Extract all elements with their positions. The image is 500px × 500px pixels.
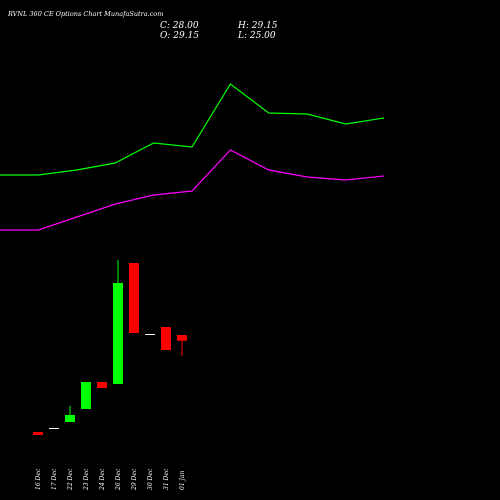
header-close: C: 28.00 [160,21,199,31]
header-open: O: 29.15 [160,31,199,41]
candle-body [145,334,155,335]
x-tick-label: 24 Dec [99,468,106,491]
candle-body [113,283,123,384]
indicator-line [0,83,385,176]
candle-body [161,327,171,350]
x-tick-label: 22 Dec [67,468,74,491]
x-tick-label: 29 Dec [131,468,138,491]
candle-body [33,432,43,435]
x-tick-label: 23 Dec [83,468,90,491]
x-tick-label: 31 Dec [163,468,170,490]
chart-title: RVNL 360 CE Options Chart MunafaSutra.co… [7,10,163,18]
candle-body [81,382,91,409]
x-tick-label: 17 Dec [51,468,58,490]
indicator-line [0,149,385,231]
x-tick-label: 26 Dec [115,468,122,491]
candle-body [49,428,59,429]
x-tick-label: 16 Dec [35,468,42,490]
candle-body [177,335,187,341]
x-tick-label: 30 Dec [147,468,154,490]
x-tick-label: 01 Jan [179,470,186,490]
candle-body [129,263,139,333]
candle-body [97,382,107,388]
header-low: L: 25.00 [237,31,276,41]
candle-body [65,415,75,422]
header-high: H: 29.15 [237,21,278,31]
